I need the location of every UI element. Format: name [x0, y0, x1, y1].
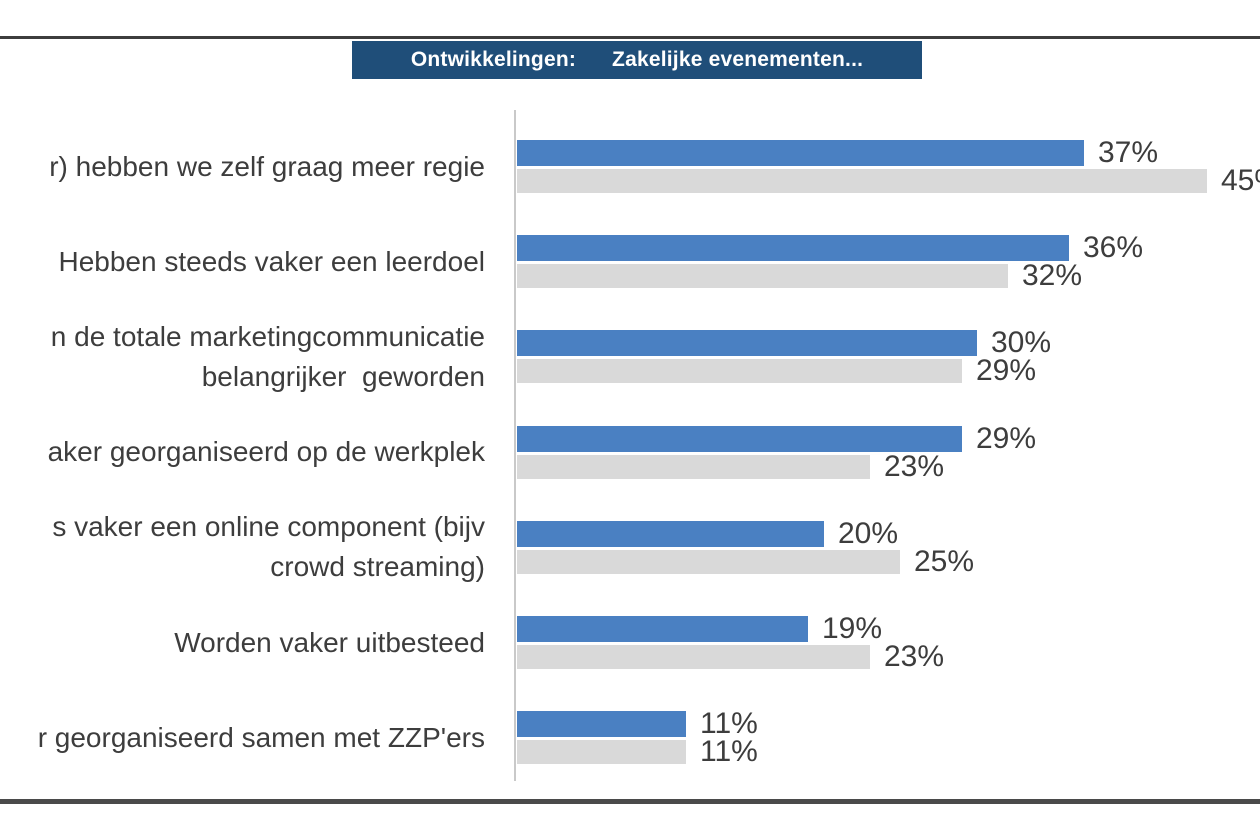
bottom-rule [0, 799, 1260, 804]
value-label-gray: 23% [884, 449, 945, 483]
category-label: n de totale marketingcommunicatie belangr… [51, 317, 485, 397]
category-label: aker georganiseerd op de werkplek [48, 432, 485, 472]
bar-gray [517, 454, 870, 479]
value-label-blue: 20% [838, 516, 899, 550]
value-label-gray: 11% [700, 735, 758, 769]
bar-gray [517, 169, 1207, 193]
bar-blue [517, 425, 962, 452]
category-label: r) hebben we zelf graag meer regie [49, 147, 485, 187]
value-label-blue: 29% [976, 421, 1037, 455]
bar-blue [517, 235, 1069, 262]
category-label-line: r georganiseerd samen met ZZP'ers [37, 721, 485, 753]
value-label-blue: 36% [1083, 231, 1144, 265]
category-label-line: belangrijker geworden [201, 360, 485, 392]
bar-gray [517, 359, 962, 384]
value-label-gray: 45% [1221, 164, 1260, 197]
bar-gray [517, 740, 686, 765]
category-label-line: crowd streaming) [270, 551, 485, 583]
category-label-line: n de totale marketingcommunicatie [50, 320, 485, 352]
bar-blue [517, 330, 977, 357]
chart-title-left: Ontwikkelingen: [410, 48, 577, 71]
chart-title-box: Ontwikkelingen: Zakelijke evenementen... [352, 41, 922, 79]
bar-gray [517, 549, 900, 574]
category-label-line: s vaker een online component (bijv [52, 511, 485, 543]
chart-title-right: Zakelijke evenementen... [612, 48, 864, 71]
value-label-blue: 37% [1098, 136, 1159, 169]
category-label-line: aker georganiseerd op de werkplek [47, 436, 485, 468]
value-label-blue: 30% [991, 326, 1052, 360]
category-label-line: r) hebben we zelf graag meer regie [49, 150, 485, 182]
bar-blue [517, 711, 686, 738]
bar-blue [517, 140, 1084, 166]
category-label: s vaker een online component (bijv crowd … [52, 507, 485, 587]
category-label-line: Worden vaker uitbesteed [174, 626, 485, 658]
top-rule [0, 36, 1260, 39]
category-label: Worden vaker uitbesteed [174, 623, 485, 663]
category-label: r georganiseerd samen met ZZP'ers [38, 718, 485, 758]
value-label-blue: 11% [700, 707, 758, 741]
value-label-blue: 19% [822, 612, 883, 645]
category-label: Hebben steeds vaker een leerdoel [58, 242, 485, 282]
category-label-line: Hebben steeds vaker een leerdoel [58, 245, 485, 277]
value-label-gray: 32% [1022, 259, 1083, 293]
bar-gray [517, 645, 870, 669]
value-label-gray: 23% [884, 640, 945, 673]
value-label-gray: 25% [914, 544, 975, 578]
y-axis-line [514, 110, 516, 781]
value-label-gray: 29% [976, 354, 1037, 388]
bar-blue [517, 616, 808, 642]
bar-blue [517, 520, 824, 547]
bar-gray [517, 264, 1008, 289]
